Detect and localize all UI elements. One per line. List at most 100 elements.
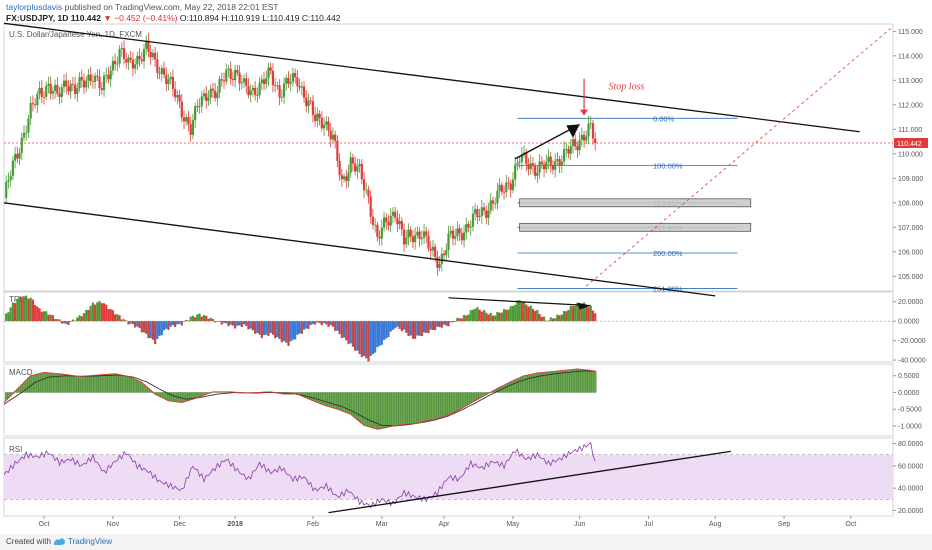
trix-bar <box>160 321 163 336</box>
tradingview-brand[interactable]: TradingView <box>68 537 113 546</box>
trix-bar <box>400 321 403 332</box>
candle-body <box>16 153 19 159</box>
trix-bar <box>438 321 441 328</box>
trix-pane[interactable]: TRIX 20.0000 0.0000 -20.0000 -40.0000 <box>4 295 926 365</box>
macd-histogram-bar <box>78 376 81 393</box>
trix-bar <box>405 321 408 333</box>
trix-bar <box>440 321 443 328</box>
candle-body <box>254 87 257 96</box>
candle-body <box>429 248 432 251</box>
macd-histogram-bar <box>451 392 455 413</box>
macd-pane[interactable]: MACD 0.5000 0.0000 -0.5000 -1.0000 <box>3 368 922 430</box>
trix-bar <box>554 318 557 322</box>
macd-histogram-bar <box>400 392 404 425</box>
macd-histogram-bar <box>422 392 426 422</box>
candle-body <box>38 87 41 94</box>
date-tick-label: Jun <box>574 521 585 528</box>
macd-histogram-bar <box>418 392 421 423</box>
trix-bar <box>162 321 166 331</box>
trix-bar <box>7 312 10 322</box>
macd-histogram-bar <box>98 374 101 393</box>
price-axis-tick-label: 112.000 <box>898 102 923 109</box>
candle-body <box>331 134 335 140</box>
date-tick-label: Apr <box>439 521 451 528</box>
trix-bar <box>389 321 392 332</box>
macd-histogram-bar <box>402 392 406 425</box>
trix-bar <box>174 321 177 327</box>
trix-bar <box>538 314 541 322</box>
candle-body <box>356 166 359 172</box>
price-axis-tick-label: 111.000 <box>898 127 922 134</box>
macd-histogram-bar <box>71 375 75 393</box>
trix-bar <box>589 306 592 322</box>
trix-bar <box>485 312 488 322</box>
trix-bar <box>147 321 150 339</box>
candle-body <box>549 156 552 166</box>
trix-bar <box>349 321 352 344</box>
candle-body <box>471 213 475 227</box>
candle-body <box>518 161 521 163</box>
trix-bar <box>9 307 12 322</box>
rsi-pane[interactable]: RSI 80.0000 60.0000 40.0000 20.0000 <box>3 441 923 515</box>
candle-body <box>369 196 372 217</box>
macd-title: MACD <box>9 368 33 377</box>
candle-body <box>511 179 515 191</box>
price-pane[interactable]: U.S. Dollar/Japanese Yen, 1D, FXCM 115.00… <box>3 22 928 297</box>
author-link[interactable]: taylorplusdavis <box>6 2 63 12</box>
macd-histogram-bar <box>102 374 106 393</box>
candle-body <box>322 124 326 129</box>
symbol: FX:USDJPY, 1D <box>6 13 69 23</box>
candle-body <box>140 59 143 62</box>
candle-body <box>565 148 568 150</box>
trix-bar <box>431 321 435 330</box>
macd-histogram-bar <box>409 392 412 424</box>
macd-histogram-bar <box>333 392 337 409</box>
macd-histogram-bar <box>429 392 432 421</box>
last-price: 110.442 <box>70 13 101 23</box>
candle-body <box>185 117 188 122</box>
trix-bar <box>251 321 255 331</box>
chart-canvas[interactable]: U.S. Dollar/Japanese Yen, 1D, FXCM 115.00… <box>0 0 932 534</box>
macd-axis-tick-label: 0.0000 <box>898 390 920 397</box>
rsi-line <box>3 441 596 509</box>
candle-body <box>525 152 528 165</box>
trix-bar <box>458 318 461 322</box>
trix-bar <box>382 321 386 340</box>
candle-body <box>56 84 59 94</box>
candle-body <box>349 157 352 173</box>
trix-bar <box>145 321 148 334</box>
trix-bar <box>334 321 337 331</box>
macd-histogram-bar <box>469 392 472 404</box>
trix-bar <box>454 321 457 322</box>
pane-frame-1 <box>3 291 894 363</box>
trix-bar <box>434 321 437 331</box>
trix-bar <box>502 309 506 322</box>
candle-body <box>82 80 86 88</box>
macd-histogram-bar <box>316 392 319 403</box>
macd-histogram-bar <box>307 392 310 400</box>
macd-histogram-bar <box>509 381 512 393</box>
candle-body <box>29 103 32 119</box>
candle-body <box>536 172 539 176</box>
trix-bar <box>287 321 290 346</box>
macd-histogram-bar <box>562 370 566 393</box>
macd-histogram-bar <box>473 392 477 401</box>
candle-body <box>487 210 490 218</box>
trix-bar <box>178 321 181 324</box>
trix-bar <box>94 304 97 322</box>
candle-body <box>551 165 555 170</box>
trix-bar <box>194 317 197 322</box>
trix-bar <box>102 303 106 322</box>
trix-bar <box>14 303 17 322</box>
candle-body <box>200 96 203 106</box>
candle-body <box>207 97 210 101</box>
trix-divergence-line <box>448 297 591 307</box>
candle-body <box>222 80 226 82</box>
candle-body <box>294 73 297 78</box>
trix-bar <box>551 318 555 322</box>
price-axis-tick-label: 115.000 <box>898 29 923 36</box>
macd-histogram-bar <box>467 392 470 405</box>
trix-bar <box>476 307 479 322</box>
candle-body <box>71 83 74 85</box>
trix-bar <box>429 321 432 330</box>
